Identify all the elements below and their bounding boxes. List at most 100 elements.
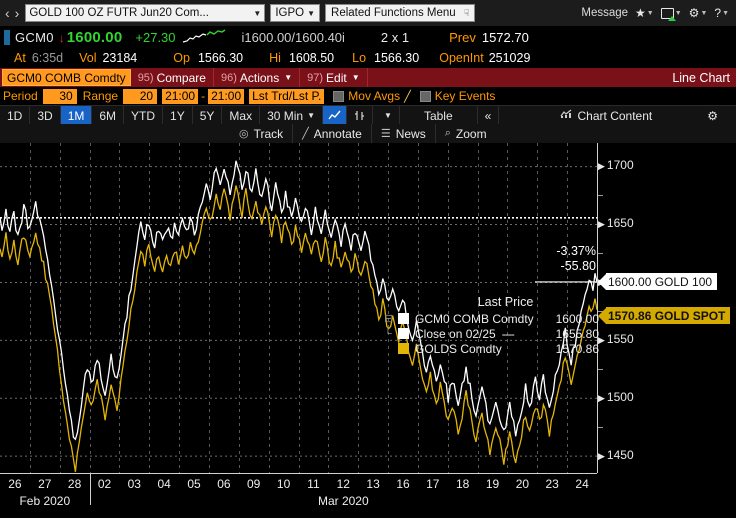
x-tick-label: 17	[426, 477, 440, 491]
tab-1d[interactable]: 1D	[0, 106, 31, 125]
timeframe-tab-bar: 1D 3D 1M 6M YTD 1Y 5Y Max 30 Min ▼ ▼ Tab…	[0, 105, 736, 126]
x-tick-label: 13	[366, 477, 380, 491]
related-functions-menu[interactable]: Related Functions Menu ☟	[325, 4, 476, 22]
bar-chart-type-icon[interactable]	[347, 106, 374, 125]
change-annotation: -3.37% -55.80	[530, 244, 596, 274]
y-tick-1500: ▶ 1500	[598, 389, 634, 404]
tab-6m[interactable]: 6M	[92, 106, 125, 125]
mov-avgs-checkbox[interactable]	[333, 90, 345, 102]
interval-label: 30 Min	[267, 108, 304, 123]
chart-mode-label[interactable]: Line Chart	[672, 70, 730, 85]
zoom-tool[interactable]: ⌕ Zoom	[436, 124, 496, 143]
pct-change-value: -3.37%	[556, 244, 596, 258]
security-value: GOLD 100 OZ FUTR Jun20 Com...	[29, 7, 209, 19]
chart-type-more-dropdown[interactable]: ▼	[373, 106, 400, 125]
track-tool[interactable]: ◎ Track	[230, 124, 294, 143]
key-events-label[interactable]: Key Events	[434, 89, 496, 103]
x-tick-label: 03	[127, 477, 141, 491]
bid-ask-quote: i1600.00/1600.40i	[226, 30, 345, 45]
vol-label: Vol	[79, 51, 97, 65]
chart-legend: Last Price ⊟ GCM0 COMB Comdty 1600.00 └ …	[384, 295, 599, 356]
quote-size: 2 x 1	[380, 30, 410, 45]
chevron-down-icon[interactable]: ▼	[284, 73, 293, 82]
quote-row-primary: GCM0 ↓ 1600.00 +27.30 i1600.00/1600.40i …	[0, 27, 529, 48]
ticker-color-marker	[4, 30, 10, 45]
legend-swatch-futures	[398, 313, 409, 324]
last-price: 1600.00	[66, 29, 123, 46]
star-icon[interactable]: ★ ▼	[635, 6, 654, 20]
y-tick-minor	[598, 368, 603, 370]
tab-3d[interactable]: 3D	[30, 106, 61, 125]
mov-avgs-label[interactable]: Mov Avgs	[348, 89, 401, 103]
forward-icon[interactable]: ›	[14, 5, 20, 21]
legend-name-futures: GCM0 COMB Comdty	[415, 311, 534, 326]
x-tick-label: 18	[456, 477, 470, 491]
chart-content-button[interactable]: Chart Content	[530, 106, 662, 125]
legend-row-close[interactable]: └ Close on 02/25 ---- 1655.80	[384, 326, 599, 341]
news-tool[interactable]: ☰ News	[372, 124, 436, 143]
period-label: Period	[3, 89, 38, 103]
callout-arrow-futures	[598, 273, 606, 290]
chart-plot-area[interactable]: ▶1450▶1500▶1550▶1600▶1650▶1700 Last Pric…	[0, 143, 736, 473]
back-icon[interactable]: ‹	[5, 5, 10, 21]
edit-label: Edit	[326, 70, 347, 85]
function-code-dropdown[interactable]: IGPO ▼	[270, 4, 321, 22]
chevron-double-down-icon[interactable]: ☟	[463, 7, 470, 18]
chevron-down-icon[interactable]: ▼	[253, 8, 262, 18]
x-axis: 26 27 28 Feb 2020 02 03 04 05 06 09 10 11 12 13 16 17 18…	[0, 473, 736, 518]
period-input[interactable]: 30	[42, 88, 77, 104]
chevron-down-icon[interactable]: ▼	[307, 111, 316, 120]
tab-1m[interactable]: 1M	[60, 106, 93, 125]
tree-branch-icon: └	[384, 327, 392, 340]
range-input[interactable]: 20	[123, 88, 158, 104]
related-functions-label: Related Functions Menu	[331, 7, 456, 19]
security-input[interactable]: GOLD 100 OZ FUTR Jun20 Com... ▼	[25, 4, 266, 22]
legend-row-futures[interactable]: ⊟ GCM0 COMB Comdty 1600.00	[384, 311, 599, 326]
y-tick-minor	[598, 195, 603, 197]
help-icon[interactable]: ? ▼	[714, 6, 729, 20]
compare-button[interactable]: 95) Compare	[131, 68, 214, 87]
tab-max[interactable]: Max	[222, 106, 261, 125]
chevron-down-icon[interactable]: ▼	[351, 73, 360, 82]
quote-row-secondary: At 6:35d Vol 23184 Op 1566.30 Hi 1608.50…	[0, 48, 530, 68]
x-axis-month-separator	[89, 473, 91, 505]
navigation-arrows[interactable]: ‹ ›	[0, 6, 25, 20]
message-button[interactable]: Message	[581, 7, 629, 19]
callout-spot-price: 1570.86 GOLD SPOT	[598, 307, 731, 325]
annotate-tool[interactable]: ╱ Annotate	[293, 124, 372, 143]
time-end-input[interactable]: 21:00	[208, 88, 245, 104]
low-label: Lo	[352, 51, 367, 65]
y-tick-minor	[598, 426, 603, 428]
chevron-down-icon[interactable]: ▼	[384, 111, 392, 120]
y-tick-1450: ▶ 1450	[598, 447, 634, 462]
price-type-dropdown[interactable]: Lst Trd/Lst P.	[249, 88, 325, 104]
interval-dropdown[interactable]: 30 Min ▼	[260, 106, 324, 125]
chart-settings-gear-icon[interactable]: ⚙	[707, 108, 718, 123]
tab-5y[interactable]: 5Y	[193, 106, 223, 125]
actions-button[interactable]: 96) Actions ▼	[214, 68, 301, 87]
chart-content-group: Chart Content ⚙	[530, 106, 736, 125]
key-events-checkbox[interactable]	[419, 90, 431, 102]
pencil-icon[interactable]: ╱	[404, 90, 411, 103]
export-icon[interactable]: ▼	[660, 7, 682, 21]
tab-ytd[interactable]: YTD	[124, 106, 164, 125]
low-value: 1566.30	[374, 51, 420, 65]
gear-icon[interactable]: ⚙ ▼	[688, 6, 708, 20]
price-change: +27.30	[135, 30, 176, 45]
edit-button[interactable]: 97) Edit ▼	[300, 68, 368, 87]
tree-collapse-icon[interactable]: ⊟	[384, 313, 394, 325]
time-range-dash: -	[201, 89, 206, 103]
legend-row-spot[interactable]: GOLDS Comdty 1570.86	[384, 341, 599, 356]
ticker-chip[interactable]: GCM0 COMB Comdty	[2, 69, 131, 86]
callout-arrow-spot	[598, 307, 606, 324]
tab-1y[interactable]: 1Y	[163, 106, 193, 125]
function-bar: GCM0 COMB Comdty 95) Compare 96) Actions…	[0, 68, 736, 87]
openint-label: OpenInt	[439, 51, 484, 65]
bid-price: 1600.00	[244, 30, 292, 45]
time-start-input[interactable]: 21:00	[162, 88, 199, 104]
line-chart-type-icon[interactable]	[323, 106, 348, 125]
collapse-button[interactable]: «	[478, 106, 500, 125]
y-tick-1550: ▶ 1550	[598, 331, 634, 346]
table-button[interactable]: Table	[400, 106, 478, 125]
chevron-down-icon[interactable]: ▼	[307, 8, 316, 18]
